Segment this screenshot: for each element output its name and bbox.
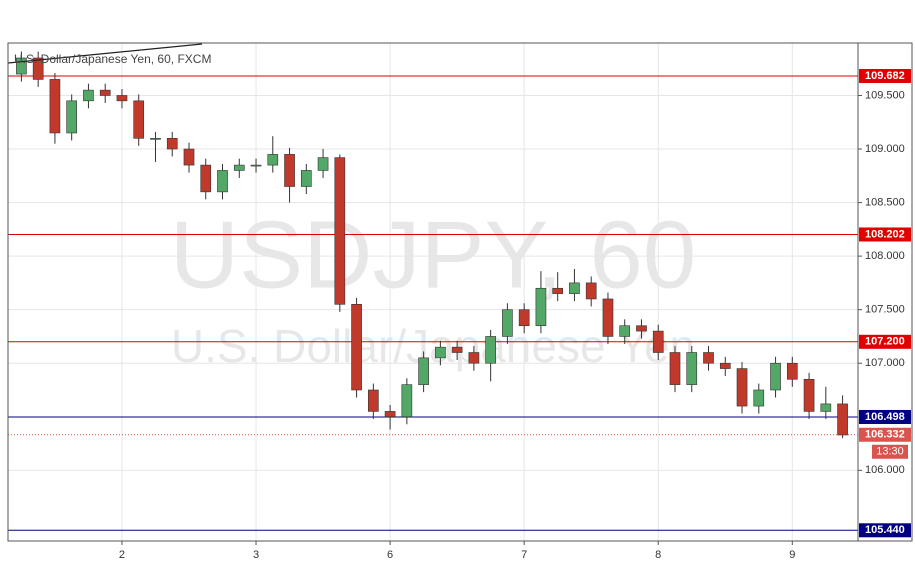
candle-body	[518, 309, 530, 327]
axes: 106.000 107.000 107.500 108.000 108.500 109.0…	[119, 68, 911, 561]
candle-body	[636, 325, 647, 332]
x-tick-label: 7	[521, 549, 527, 561]
candle-body	[837, 403, 848, 436]
candle-body	[552, 287, 564, 294]
candle-body	[32, 57, 44, 80]
levels	[8, 75, 858, 531]
countdown-box	[872, 444, 908, 459]
candle-body	[49, 79, 61, 134]
candle-body	[686, 352, 698, 385]
level-label-box	[859, 409, 911, 424]
y-tick-label: 109.000	[865, 143, 905, 155]
candle-body	[753, 389, 765, 407]
price-axis-border	[857, 42, 913, 542]
y-tick-label: 107.000	[865, 357, 905, 369]
candle-body	[368, 389, 379, 412]
candle-body	[99, 89, 111, 96]
level-label-box	[859, 334, 911, 349]
y-tick-label: 107.500	[865, 304, 905, 316]
last-price-label: 106.332	[865, 429, 905, 441]
y-tick-label: 106.000	[865, 464, 905, 476]
candle-body	[719, 362, 731, 369]
candle-body	[150, 138, 161, 140]
level-label: 107.200	[865, 336, 905, 348]
candle-body	[585, 282, 597, 300]
candle-body	[652, 330, 664, 353]
level-label: 108.202	[865, 228, 905, 240]
level-label: 106.498	[865, 411, 905, 423]
candles	[16, 51, 848, 439]
level-label: 109.682	[865, 70, 905, 82]
candle-body	[83, 89, 94, 102]
candle-body	[703, 352, 714, 364]
candle-body	[418, 357, 429, 385]
watermark-subtitle: U.S. Dollar/Japanese Yen	[171, 320, 695, 372]
x-tick-label: 9	[789, 549, 795, 561]
candle-body	[770, 362, 781, 391]
watermark: USDJPY, 60	[170, 201, 697, 308]
candle-body	[535, 287, 547, 327]
level-label: 105.440	[865, 524, 905, 536]
candle-body	[569, 282, 580, 294]
candle-body	[736, 368, 748, 407]
y-tick-label: 108.000	[865, 250, 905, 262]
candle-body	[803, 378, 815, 412]
candle-body	[334, 157, 346, 305]
candle-body	[401, 384, 413, 418]
y-tick-label: 109.500	[865, 89, 905, 101]
candle-body	[451, 346, 463, 353]
trend-line	[7, 43, 203, 64]
candle-body	[820, 403, 832, 412]
chart-title: U.S. Dollar/Japanese Yen, 60, FXCM	[14, 52, 211, 66]
candle-body	[669, 352, 681, 385]
candle-body	[233, 164, 245, 171]
candle-body	[351, 304, 362, 391]
x-tick-label: 8	[655, 549, 661, 561]
y-tick-label: 108.500	[865, 196, 905, 208]
candle-body	[16, 57, 27, 75]
x-tick-label: 2	[119, 549, 125, 561]
candle-body	[300, 170, 312, 187]
candle-body	[317, 157, 329, 171]
candle-body	[166, 138, 178, 150]
x-tick-label: 6	[387, 549, 393, 561]
candle-body	[502, 309, 513, 337]
level-label-box	[859, 523, 911, 538]
candle-body	[250, 164, 262, 167]
candle-body	[384, 411, 396, 418]
candle-body	[267, 154, 279, 166]
candle-body	[435, 346, 446, 359]
x-tick-label: 3	[253, 549, 259, 561]
candle-body	[133, 100, 145, 139]
level-label-box	[859, 68, 911, 83]
candle-body	[485, 336, 496, 364]
candle-body	[284, 154, 295, 187]
last-price-box	[859, 427, 911, 442]
candle-body	[217, 170, 228, 193]
countdown: 13:30	[876, 446, 904, 458]
candle-body	[602, 298, 614, 337]
candle-body	[66, 100, 78, 134]
candle-body	[200, 164, 212, 193]
candle-body	[116, 95, 128, 102]
grid	[8, 43, 858, 541]
candle-body	[468, 352, 480, 364]
candle-body	[183, 148, 195, 166]
candle-body	[786, 362, 798, 380]
level-label-box	[859, 227, 911, 242]
candle-body	[619, 325, 631, 337]
